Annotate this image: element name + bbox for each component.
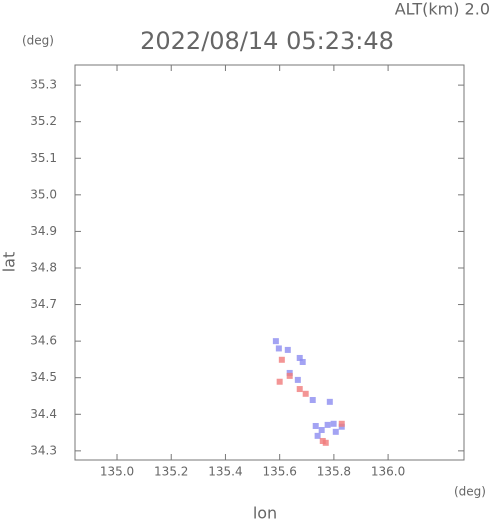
y-tick-label: 35.1 <box>30 151 57 165</box>
echo-point <box>314 432 321 439</box>
x-tick-label: 135.6 <box>262 465 296 479</box>
echo-point <box>275 345 282 352</box>
echo-point <box>299 358 306 365</box>
y-tick-label: 34.9 <box>30 224 57 238</box>
y-tick-label: 34.5 <box>30 370 57 384</box>
chart-title: 2022/08/14 05:23:48 <box>140 27 394 55</box>
echo-point <box>284 346 291 353</box>
plot-frame <box>74 64 465 461</box>
x-tick-label: 135.0 <box>100 465 134 479</box>
echo-point <box>302 390 309 397</box>
x-tick-label: 136.0 <box>371 465 405 479</box>
echo-point <box>286 372 293 379</box>
y-tick-label: 34.6 <box>30 334 57 348</box>
echo-point <box>278 356 285 363</box>
y-tick-label: 34.4 <box>30 407 57 421</box>
echo-point <box>324 421 331 428</box>
echo-point <box>326 398 333 405</box>
echo-point <box>330 420 337 427</box>
y-tick-label: 35.3 <box>30 78 57 92</box>
echo-point <box>296 386 303 393</box>
x-unit: (deg) <box>454 485 486 499</box>
altitude-label: ALT(km) 2.0 <box>395 0 490 19</box>
x-tick-label: 135.8 <box>317 465 351 479</box>
x-tick-label: 135.2 <box>154 465 188 479</box>
echo-point <box>294 376 301 383</box>
echo-point <box>322 439 329 446</box>
echo-point <box>312 422 319 429</box>
y-tick-label: 34.8 <box>30 260 57 274</box>
y-unit: (deg) <box>22 34 54 48</box>
y-tick-label: 35.0 <box>30 187 57 201</box>
echo-point <box>296 354 303 361</box>
y-tick-label: 34.7 <box>30 297 57 311</box>
echo-point <box>332 428 339 435</box>
echo-point <box>338 420 345 427</box>
y-axis-label: lat <box>0 252 19 273</box>
y-tick-label: 35.2 <box>30 114 57 128</box>
echo-point <box>272 338 279 345</box>
x-tick-label: 135.4 <box>208 465 242 479</box>
x-axis-label: lon <box>253 504 277 521</box>
y-tick-label: 34.3 <box>30 443 57 457</box>
echo-point <box>309 397 316 404</box>
echo-point <box>276 378 283 385</box>
echo-point <box>318 427 325 434</box>
